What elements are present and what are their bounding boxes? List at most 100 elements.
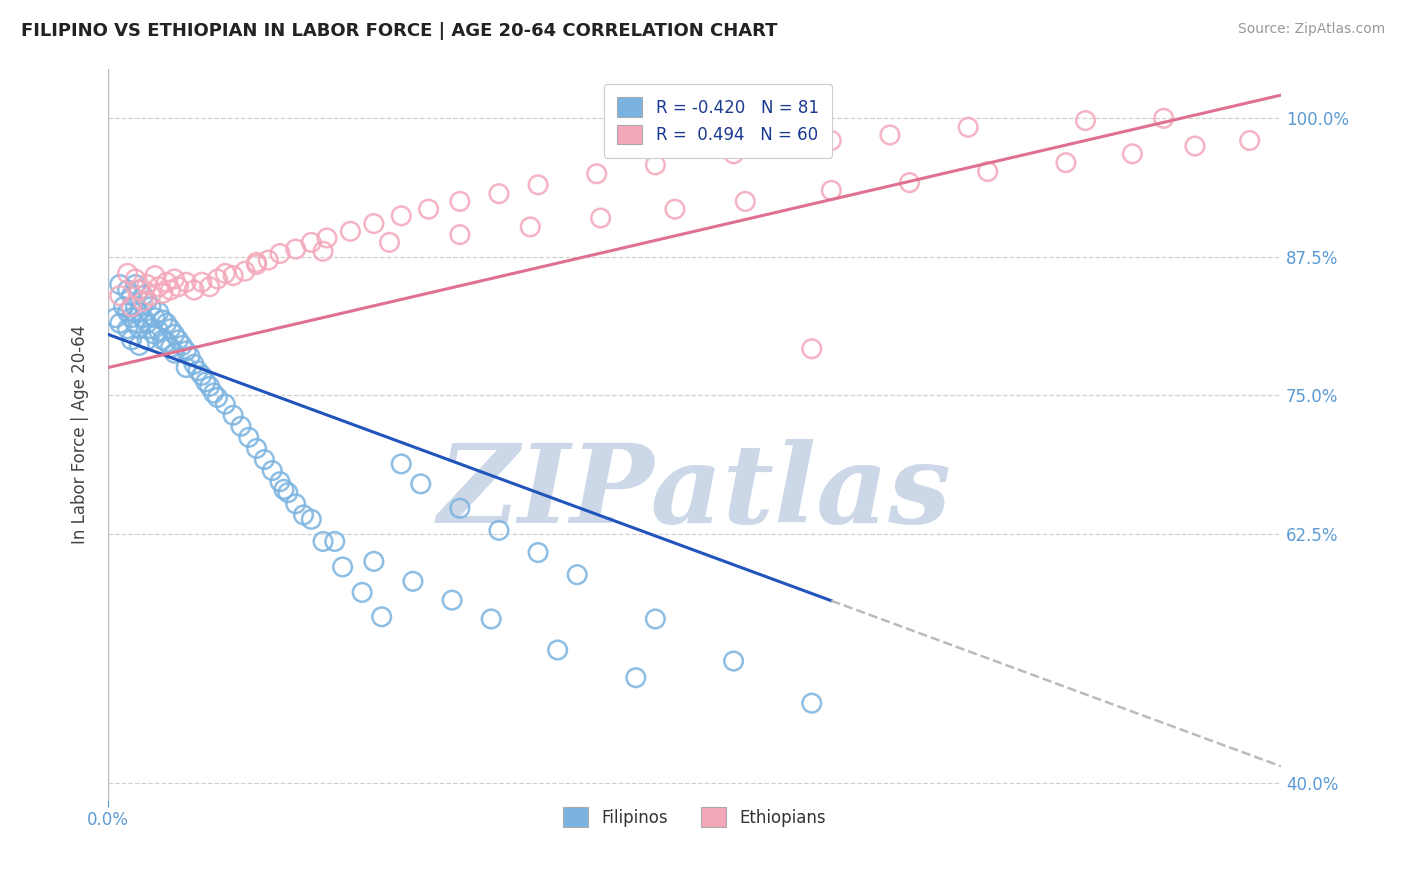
Point: [262, 464, 284, 478]
Point: [163, 346, 186, 360]
Point: [120, 288, 142, 302]
Point: [238, 430, 260, 444]
Point: [527, 545, 550, 559]
Point: [136, 333, 159, 347]
Point: [128, 305, 150, 319]
Point: [191, 275, 214, 289]
Point: [800, 696, 823, 710]
Point: [245, 258, 267, 272]
Point: [441, 593, 464, 607]
Point: [152, 286, 174, 301]
Point: [148, 324, 170, 338]
Point: [143, 310, 166, 325]
Point: [269, 475, 291, 489]
Point: [108, 316, 131, 330]
Point: [1054, 155, 1077, 169]
Point: [117, 305, 139, 319]
Point: [198, 279, 221, 293]
Point: [172, 338, 194, 352]
Point: [488, 186, 510, 201]
Point: [1153, 112, 1175, 126]
Point: [567, 567, 589, 582]
Point: [245, 255, 267, 269]
Point: [1239, 134, 1261, 148]
Point: [112, 300, 135, 314]
Point: [148, 279, 170, 293]
Point: [108, 277, 131, 292]
Point: [389, 457, 412, 471]
Point: [820, 134, 842, 148]
Point: [108, 288, 131, 302]
Point: [183, 283, 205, 297]
Point: [117, 267, 139, 281]
Point: [207, 272, 229, 286]
Point: [120, 310, 142, 325]
Point: [449, 501, 471, 516]
Point: [128, 283, 150, 297]
Point: [163, 272, 186, 286]
Point: [187, 364, 209, 378]
Point: [409, 476, 432, 491]
Point: [214, 397, 236, 411]
Point: [269, 246, 291, 260]
Point: [156, 335, 179, 350]
Point: [139, 288, 162, 302]
Point: [664, 202, 686, 217]
Text: Source: ZipAtlas.com: Source: ZipAtlas.com: [1237, 22, 1385, 37]
Point: [198, 379, 221, 393]
Point: [284, 242, 307, 256]
Point: [312, 534, 335, 549]
Point: [734, 194, 756, 209]
Point: [128, 322, 150, 336]
Point: [519, 219, 541, 234]
Point: [449, 194, 471, 209]
Point: [124, 277, 146, 292]
Point: [820, 183, 842, 197]
Point: [378, 235, 401, 250]
Point: [644, 158, 666, 172]
Y-axis label: In Labor Force | Age 20-64: In Labor Force | Age 20-64: [72, 325, 89, 543]
Point: [136, 294, 159, 309]
Point: [370, 609, 392, 624]
Point: [222, 408, 245, 422]
Point: [312, 244, 335, 259]
Point: [1121, 146, 1143, 161]
Point: [352, 585, 374, 599]
Point: [128, 283, 150, 297]
Point: [257, 253, 280, 268]
Point: [527, 178, 550, 192]
Point: [418, 202, 440, 217]
Point: [152, 313, 174, 327]
Point: [163, 327, 186, 342]
Point: [143, 268, 166, 283]
Point: [152, 333, 174, 347]
Point: [245, 442, 267, 456]
Point: [179, 350, 201, 364]
Point: [124, 272, 146, 286]
Point: [402, 574, 425, 589]
Point: [323, 534, 346, 549]
Point: [104, 310, 127, 325]
Point: [316, 231, 339, 245]
Point: [207, 391, 229, 405]
Text: FILIPINO VS ETHIOPIAN IN LABOR FORCE | AGE 20-64 CORRELATION CHART: FILIPINO VS ETHIOPIAN IN LABOR FORCE | A…: [21, 22, 778, 40]
Point: [222, 268, 245, 283]
Point: [128, 338, 150, 352]
Point: [159, 283, 181, 297]
Point: [332, 560, 354, 574]
Point: [253, 452, 276, 467]
Point: [233, 264, 256, 278]
Point: [143, 327, 166, 342]
Point: [120, 300, 142, 314]
Point: [214, 267, 236, 281]
Point: [299, 512, 322, 526]
Point: [194, 375, 217, 389]
Point: [120, 333, 142, 347]
Point: [148, 305, 170, 319]
Point: [589, 211, 612, 225]
Text: ZIPatlas: ZIPatlas: [437, 439, 952, 546]
Point: [174, 360, 197, 375]
Point: [183, 357, 205, 371]
Point: [124, 316, 146, 330]
Point: [339, 224, 361, 238]
